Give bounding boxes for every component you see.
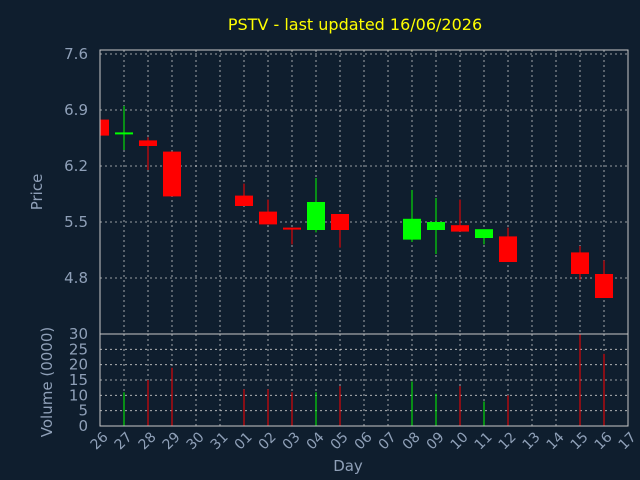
volume-panel-frame: [99, 333, 629, 427]
x-axis-label: Day: [333, 457, 363, 475]
volume-tick-label: 20: [69, 356, 88, 374]
day-tick-label: 14: [544, 429, 568, 453]
day-tick-label: 29: [160, 429, 184, 453]
candle-body: [259, 211, 277, 225]
day-tick-label: 03: [280, 429, 304, 453]
price-axis-label: Price: [28, 174, 46, 211]
volume-tick-label: 0: [78, 417, 88, 435]
price-tick-label: 6.2: [64, 157, 88, 175]
day-tick-label: 07: [376, 429, 400, 453]
day-tick-label: 27: [112, 429, 136, 453]
day-tick-label: 05: [328, 429, 352, 453]
price-ticks: 7.6 6.9 6.2 5.5 4.8: [64, 45, 88, 287]
day-tick-label: 30: [184, 429, 208, 453]
volume-tick-label: 25: [69, 340, 88, 358]
day-tick-label: 08: [400, 429, 424, 453]
day-tick-label: 17: [616, 429, 640, 453]
day-tick-label: 12: [496, 429, 520, 453]
day-tick-label: 13: [520, 429, 544, 453]
candle-body: [100, 119, 109, 136]
price-grid: [99, 50, 629, 334]
candle-body: [163, 151, 181, 197]
candle-body: [451, 225, 469, 232]
volume-tick-label: 5: [78, 402, 88, 420]
day-tick-label: 09: [424, 429, 448, 453]
chart-title: PSTV - last updated 16/06/2026: [228, 15, 482, 34]
price-tick-label: 6.9: [64, 101, 88, 119]
day-tick-label: 26: [88, 429, 112, 453]
volume-tick-label: 30: [69, 325, 88, 343]
day-tick-label: 10: [448, 429, 472, 453]
volume-tick-label: 15: [69, 371, 88, 389]
day-tick-label: 31: [208, 429, 232, 453]
day-tick-label: 15: [568, 429, 592, 453]
candle-body: [595, 274, 613, 298]
day-tick-label: 02: [256, 429, 280, 453]
candle-body: [427, 222, 445, 230]
day-tick-label: 16: [592, 429, 616, 453]
candle-body: [139, 140, 157, 146]
candle-body: [571, 252, 589, 274]
day-ticks: 26 27 28 29 30 31 01 02 03 04 05 06 07 08 09 10 11 12 13 14…: [88, 429, 640, 453]
price-tick-label: 4.8: [64, 269, 88, 287]
candle-body: [499, 236, 517, 262]
candle-body: [403, 218, 421, 240]
price-tick-label: 7.6: [64, 45, 88, 63]
day-tick-label: 28: [136, 429, 160, 453]
candle-body: [307, 202, 325, 230]
candle-body: [115, 132, 133, 135]
candle-body: [475, 229, 493, 238]
volume-axis-label: Volume (0000): [38, 327, 56, 437]
day-tick-label: 11: [472, 429, 496, 453]
volume-tick-label: 10: [69, 386, 88, 404]
candle-body: [331, 214, 349, 230]
day-tick-label: 01: [232, 429, 256, 453]
price-tick-label: 5.5: [64, 213, 88, 231]
candle-body: [283, 227, 301, 230]
candle-body: [235, 195, 253, 206]
volume-grid: [99, 333, 629, 427]
day-tick-label: 06: [352, 429, 376, 453]
volume-bars: [123, 334, 605, 426]
day-tick-label: 04: [304, 429, 328, 453]
candles: [99, 106, 613, 298]
